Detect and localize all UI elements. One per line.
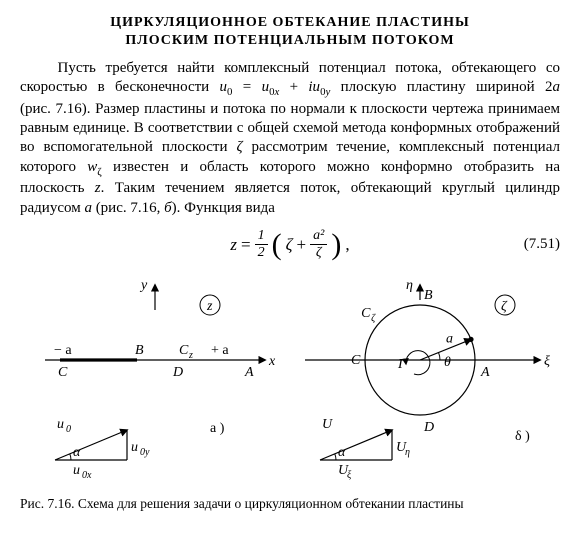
eq-eq: = [241, 235, 251, 255]
svg-text:u: u [131, 440, 138, 455]
eq-a2-over-zeta: a² ζ [310, 229, 327, 260]
svg-text:η: η [406, 278, 413, 293]
svg-text:− a: − a [54, 343, 72, 358]
svg-text:C: C [351, 353, 361, 368]
svg-text:η: η [405, 447, 410, 458]
svg-text:x: x [268, 354, 276, 369]
svg-text:ζ: ζ [501, 299, 508, 314]
eq-lparen: ( [272, 233, 282, 257]
svg-text:0: 0 [66, 424, 71, 435]
svg-text:u: u [57, 417, 64, 432]
svg-text:ξ: ξ [544, 354, 550, 369]
title-line-1: ЦИРКУЛЯЦИОННОЕ ОБТЕКАНИЕ ПЛАСТИНЫ [110, 15, 470, 30]
svg-text:z: z [206, 299, 213, 314]
figure-svg: xyz− aBCz+ aCDAа )αu0u0xu0yξηaθΓζABCDCζδ… [20, 270, 560, 490]
title-line-2: ПЛОСКИМ ПОТЕНЦИАЛЬНЫМ ПОТОКОМ [125, 33, 454, 48]
svg-text:а ): а ) [210, 421, 225, 436]
svg-text:u: u [73, 463, 80, 478]
svg-text:ζ: ζ [371, 313, 376, 324]
svg-text:D: D [172, 365, 183, 380]
eq-rparen: ) [331, 233, 341, 257]
figure-caption: Рис. 7.16. Схема для решения задачи о ци… [20, 496, 560, 512]
svg-text:B: B [424, 288, 433, 303]
svg-text:C: C [179, 343, 189, 358]
equation-number: (7.51) [524, 236, 560, 253]
eq-half: 1 2 [255, 229, 268, 260]
svg-text:D: D [423, 420, 434, 435]
svg-text:ξ: ξ [347, 470, 352, 481]
svg-text:A: A [480, 365, 490, 380]
equation: z = 1 2 ( ζ + a² ζ ) , [230, 229, 349, 260]
svg-text:θ: θ [444, 355, 451, 370]
svg-text:α: α [338, 445, 346, 460]
svg-text:0y: 0y [140, 447, 150, 458]
eq-zeta: ζ [286, 235, 293, 255]
svg-text:δ ): δ ) [515, 429, 530, 444]
svg-text:α: α [73, 445, 81, 460]
svg-text:z: z [188, 350, 193, 361]
svg-text:U: U [322, 417, 333, 432]
equation-row: z = 1 2 ( ζ + a² ζ ) , (7.51) [20, 224, 560, 266]
svg-text:B: B [135, 343, 144, 358]
svg-text:A: A [244, 365, 254, 380]
section-title: ЦИРКУЛЯЦИОННОЕ ОБТЕКАНИЕ ПЛАСТИНЫ ПЛОСКИ… [20, 14, 560, 49]
figure-7-16: xyz− aBCz+ aCDAа )αu0u0xu0yξηaθΓζABCDCζδ… [20, 270, 560, 490]
body-paragraph: Пусть требуется найти комплексный потенц… [20, 59, 560, 218]
eq-comma: , [345, 235, 349, 255]
eq-plus: + [297, 235, 307, 255]
svg-text:y: y [139, 278, 148, 293]
eq-z: z [230, 235, 237, 255]
svg-text:0x: 0x [82, 470, 92, 481]
svg-text:C: C [58, 365, 68, 380]
svg-text:a: a [446, 331, 453, 346]
svg-text:+ a: + a [211, 343, 229, 358]
svg-text:Γ: Γ [397, 357, 407, 372]
svg-text:C: C [361, 306, 371, 321]
